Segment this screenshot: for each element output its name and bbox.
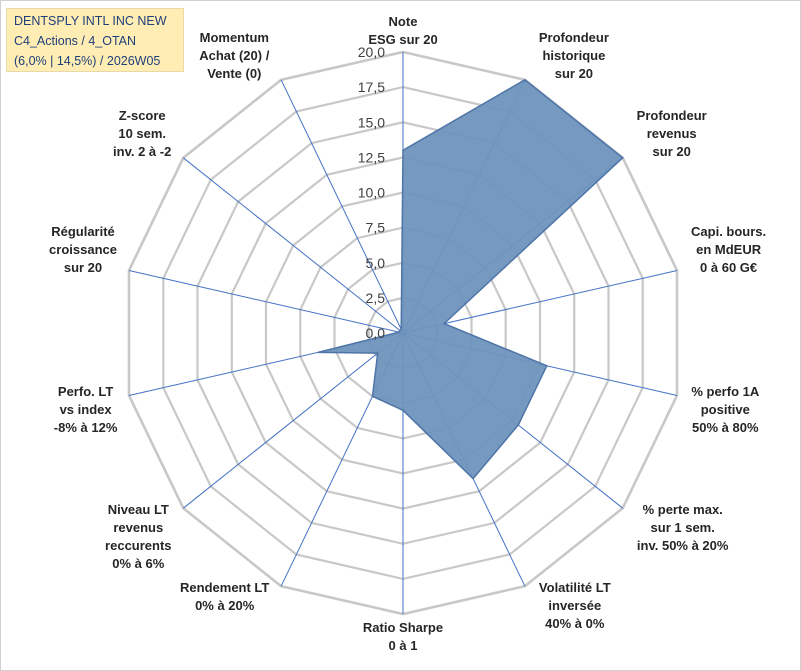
tick-label-8: 20,0 — [358, 44, 385, 60]
tick-label-6: 15,0 — [358, 114, 385, 130]
radar-series — [317, 78, 624, 480]
axis-label-5: % perte max. sur 1 sem. inv. 50% à 20% — [637, 502, 729, 553]
axis-label-11-line-2: sur 20 — [64, 260, 102, 275]
title-line-3: (6,0% | 14,5%) / 2026W05 — [14, 54, 161, 68]
axis-label-3-line-2: 0 à 60 G€ — [700, 260, 757, 275]
series-point-5 — [517, 424, 520, 426]
series-point-13 — [400, 328, 403, 331]
axis-label-10-line-1: vs index — [60, 402, 113, 417]
radar-tick-labels: 0,0 2,5 5,0 7,5 10,0 12,5 15,0 17,5 20,0 — [358, 44, 385, 341]
tick-label-7: 17,5 — [358, 79, 385, 95]
axis-label-9-line-1: revenus — [113, 520, 163, 535]
axis-label-3: Capi. bours. en MdEUR 0 à 60 G€ — [691, 224, 766, 275]
axis-label-8: Rendement LT 0% à 20% — [180, 580, 269, 613]
axis-label-10-line-0: Perfo. LT — [58, 384, 113, 399]
axis-label-0: Note ESG sur 20 — [368, 14, 437, 47]
axis-label-4-line-0: % perfo 1A — [691, 384, 760, 399]
series-point-9 — [376, 352, 379, 354]
series-point-3 — [443, 322, 445, 325]
spoke-13 — [280, 79, 404, 334]
axis-label-1-line-2: sur 20 — [555, 66, 593, 81]
axis-label-5-line-1: sur 1 sem. — [651, 520, 715, 535]
axis-label-0-line-1: ESG sur 20 — [368, 32, 437, 47]
axis-label-4: % perfo 1A positive 50% à 80% — [691, 384, 760, 435]
axis-label-12-line-1: 10 sem. — [118, 126, 166, 141]
series-point-1 — [524, 79, 526, 81]
axis-label-5-line-2: inv. 50% à 20% — [637, 538, 729, 553]
axis-label-2-line-2: sur 20 — [653, 144, 691, 159]
spoke-3 — [402, 270, 678, 334]
axis-label-2-line-1: revenus — [647, 126, 697, 141]
axis-label-7-line-1: 0 à 1 — [389, 638, 418, 653]
tick-label-4: 10,0 — [358, 185, 385, 201]
tick-label-1: 2,5 — [366, 290, 386, 306]
axis-label-7-line-0: Ratio Sharpe — [363, 620, 443, 635]
spoke-9 — [182, 332, 404, 509]
tick-label-3: 7,5 — [366, 220, 386, 236]
axis-label-0-line-0: Note — [389, 14, 418, 29]
axis-label-6-line-0: Volatilité LT — [539, 580, 611, 595]
axis-label-6: Volatilité LT inversée 40% à 0% — [539, 580, 611, 631]
axis-label-10: Perfo. LT vs index -8% à 12% — [54, 384, 118, 435]
axis-label-8-line-1: 0% à 20% — [195, 598, 255, 613]
chart-title-box: DENTSPLY INTL INC NEW C4_Actions / 4_OTA… — [6, 8, 184, 72]
series-point-4 — [546, 365, 548, 367]
axis-label-13-line-0: Momentum — [200, 30, 269, 45]
axis-label-12: Z-score 10 sem. inv. 2 à -2 — [113, 108, 171, 159]
series-point-6 — [472, 477, 474, 480]
title-line-1: DENTSPLY INTL INC NEW — [14, 14, 167, 28]
series-point-10 — [317, 351, 319, 354]
axis-label-13-line-2: Vente (0) — [207, 66, 261, 81]
axis-label-11: Régularité croissance sur 20 — [49, 224, 117, 275]
series-point-2 — [621, 157, 624, 159]
spoke-11 — [128, 270, 404, 334]
series-point-12 — [398, 329, 401, 332]
axis-label-9-line-2: reccurents — [105, 538, 171, 553]
axis-label-13: Momentum Achat (20) / Vente (0) — [199, 30, 269, 81]
series-point-0 — [402, 149, 404, 152]
axis-label-12-line-0: Z-score — [119, 108, 166, 123]
axis-label-9-line-3: 0% à 6% — [112, 556, 164, 571]
axis-label-6-line-1: inversée — [548, 598, 601, 613]
axis-label-9: Niveau LT revenus reccurents 0% à 6% — [105, 502, 171, 571]
axis-label-6-line-2: 40% à 0% — [545, 616, 605, 631]
axis-label-13-line-1: Achat (20) / — [199, 48, 269, 63]
axis-label-9-line-0: Niveau LT — [108, 502, 169, 517]
axis-label-8-line-0: Rendement LT — [180, 580, 269, 595]
title-line-2: C4_Actions / 4_OTAN — [14, 34, 137, 48]
axis-label-1-line-1: historique — [542, 48, 605, 63]
spoke-12 — [182, 157, 404, 334]
radar-axis-labels: Note ESG sur 20 Profondeur historique sur 20… — [49, 14, 766, 653]
axis-label-2-line-0: Profondeur — [637, 108, 707, 123]
series-point-11 — [398, 331, 400, 333]
axis-label-1-line-0: Profondeur — [539, 30, 609, 45]
axis-label-4-line-1: positive — [701, 402, 750, 417]
axis-label-3-line-0: Capi. bours. — [691, 224, 766, 239]
tick-label-5: 12,5 — [358, 149, 385, 165]
series-area-0 — [317, 78, 624, 480]
tick-label-2: 5,0 — [366, 255, 386, 271]
series-point-7 — [402, 409, 404, 412]
series-point-8 — [371, 395, 374, 398]
axis-label-11-line-1: croissance — [49, 242, 117, 257]
axis-label-7: Ratio Sharpe 0 à 1 — [363, 620, 443, 653]
axis-label-3-line-1: en MdEUR — [696, 242, 762, 257]
axis-label-5-line-0: % perte max. — [643, 502, 723, 517]
axis-label-12-line-2: inv. 2 à -2 — [113, 144, 171, 159]
axis-label-1: Profondeur historique sur 20 — [539, 30, 609, 81]
axis-label-4-line-2: 50% à 80% — [692, 420, 759, 435]
axis-label-10-line-2: -8% à 12% — [54, 420, 118, 435]
axis-label-2: Profondeur revenus sur 20 — [637, 108, 707, 159]
tick-label-0: 0,0 — [366, 325, 386, 341]
axis-label-11-line-0: Régularité — [51, 224, 115, 239]
